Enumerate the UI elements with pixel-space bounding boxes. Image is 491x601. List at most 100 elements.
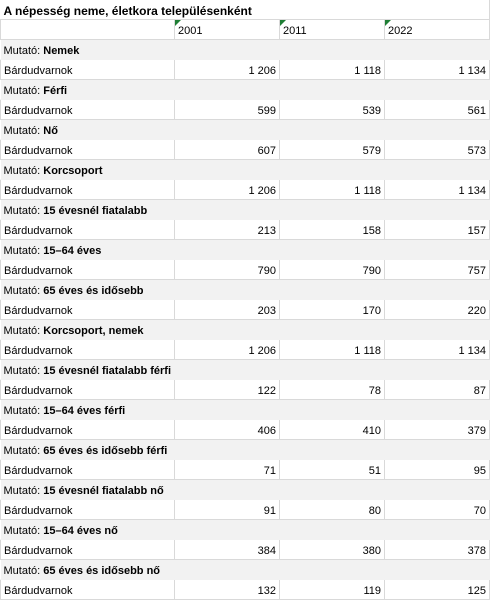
section-row: Mutató: Korcsoport <box>0 159 490 180</box>
section-label: Mutató: Nő <box>0 119 490 140</box>
data-row: Bárdudvarnok 384 380 378 <box>0 539 491 560</box>
data-row: Bárdudvarnok 91 80 70 <box>0 499 491 520</box>
section-row: Mutató: Nemek <box>0 39 490 60</box>
data-row: Bárdudvarnok 790 790 757 <box>0 259 491 280</box>
data-row: Bárdudvarnok 599 539 561 <box>0 99 491 120</box>
data-row: Bárdudvarnok 213 158 157 <box>0 219 491 240</box>
settlement-name: Bárdudvarnok <box>0 539 175 560</box>
data-row: Bárdudvarnok 1 206 1 118 1 134 <box>0 339 491 360</box>
settlement-name: Bárdudvarnok <box>0 579 175 600</box>
settlement-name: Bárdudvarnok <box>0 299 175 320</box>
section-label: Mutató: Korcsoport <box>0 159 490 180</box>
value-cell: 70 <box>383 499 491 520</box>
value-cell: 539 <box>279 99 385 120</box>
section-label: Mutató: 15–64 éves férfi <box>0 399 490 420</box>
section-prefix: Mutató: <box>3 445 41 457</box>
value-cell: 384 <box>174 539 280 560</box>
section-row: Mutató: 15 évesnél fiatalabb férfi <box>0 359 490 380</box>
settlement-name: Bárdudvarnok <box>0 379 175 400</box>
value-cell: 203 <box>174 299 280 320</box>
section-label: Mutató: Nemek <box>0 39 490 60</box>
section-row: Mutató: 15 évesnél fiatalabb <box>0 199 490 220</box>
value-cell: 119 <box>279 579 385 600</box>
data-row: Bárdudvarnok 203 170 220 <box>0 299 491 320</box>
settlement-name: Bárdudvarnok <box>0 99 175 120</box>
section-row: Mutató: Nő <box>0 119 490 140</box>
year-header: 2022 <box>383 19 491 40</box>
data-row: Bárdudvarnok 1 206 1 118 1 134 <box>0 59 491 80</box>
section-prefix: Mutató: <box>3 45 41 57</box>
section-prefix: Mutató: <box>3 525 41 537</box>
value-cell: 125 <box>383 579 491 600</box>
value-cell: 573 <box>383 139 491 160</box>
section-prefix: Mutató: <box>3 125 41 137</box>
data-row: Bárdudvarnok 607 579 573 <box>0 139 491 160</box>
text-number-indicator <box>175 20 181 26</box>
section-row: Mutató: 65 éves és idősebb férfi <box>0 439 490 460</box>
value-cell: 1 134 <box>383 59 491 80</box>
section-prefix: Mutató: <box>3 165 41 177</box>
data-row: Bárdudvarnok 71 51 95 <box>0 459 491 480</box>
section-row: Mutató: Korcsoport, nemek <box>0 319 490 340</box>
value-cell: 561 <box>383 99 491 120</box>
section-row: Mutató: 65 éves és idősebb <box>0 279 490 300</box>
section-indicator: 65 éves és idősebb férfi <box>43 445 168 457</box>
section-indicator: 15–64 éves nő <box>43 525 118 537</box>
header-cell <box>0 19 175 40</box>
settlement-name: Bárdudvarnok <box>0 179 175 200</box>
section-indicator: Férfi <box>43 85 68 97</box>
value-cell: 1 206 <box>174 59 280 80</box>
value-cell: 1 118 <box>279 339 385 360</box>
section-label: Mutató: 15–64 éves <box>0 239 490 260</box>
data-row: Bárdudvarnok 1 206 1 118 1 134 <box>0 179 491 200</box>
section-prefix: Mutató: <box>3 365 41 377</box>
value-cell: 607 <box>174 139 280 160</box>
value-cell: 80 <box>279 499 385 520</box>
section-indicator: 15 évesnél fiatalabb nő <box>43 485 164 497</box>
section-indicator: Korcsoport <box>43 165 103 177</box>
value-cell: 158 <box>279 219 385 240</box>
value-cell: 790 <box>279 259 385 280</box>
value-cell: 213 <box>174 219 280 240</box>
value-cell: 1 134 <box>383 179 491 200</box>
year-header: 2011 <box>279 19 385 40</box>
value-cell: 95 <box>383 459 491 480</box>
value-cell: 220 <box>383 299 491 320</box>
value-cell: 380 <box>279 539 385 560</box>
value-cell: 410 <box>279 419 385 440</box>
text-number-indicator <box>280 20 286 26</box>
value-cell: 91 <box>174 499 280 520</box>
value-cell: 71 <box>174 459 280 480</box>
value-cell: 122 <box>174 379 280 400</box>
value-cell: 1 118 <box>279 59 385 80</box>
section-label: Mutató: 65 éves és idősebb <box>0 279 490 300</box>
section-prefix: Mutató: <box>3 285 41 297</box>
section-label: Mutató: 15–64 éves nő <box>0 519 490 540</box>
data-row: Bárdudvarnok 122 78 87 <box>0 379 491 400</box>
section-indicator: 15 évesnél fiatalabb férfi <box>43 365 172 377</box>
section-row: Mutató: 65 éves és idősebb nő <box>0 559 490 580</box>
section-label: Mutató: 15 évesnél fiatalabb <box>0 199 490 220</box>
value-cell: 379 <box>383 419 491 440</box>
settlement-name: Bárdudvarnok <box>0 59 175 80</box>
settlement-name: Bárdudvarnok <box>0 419 175 440</box>
value-cell: 757 <box>383 259 491 280</box>
value-cell: 51 <box>279 459 385 480</box>
value-cell: 1 134 <box>383 339 491 360</box>
section-prefix: Mutató: <box>3 405 41 417</box>
section-row: Mutató: 15–64 éves nő <box>0 519 490 540</box>
section-label: Mutató: 65 éves és idősebb nő <box>0 559 490 580</box>
section-indicator: Nő <box>43 125 58 137</box>
data-row: Bárdudvarnok 406 410 379 <box>0 419 491 440</box>
section-label: Mutató: 15 évesnél fiatalabb nő <box>0 479 490 500</box>
header-row: 2001 2011 2022 <box>0 19 491 40</box>
value-cell: 378 <box>383 539 491 560</box>
value-cell: 157 <box>383 219 491 240</box>
text-number-indicator <box>385 20 391 26</box>
section-row: Mutató: 15–64 éves férfi <box>0 399 490 420</box>
section-prefix: Mutató: <box>3 245 41 257</box>
value-cell: 132 <box>174 579 280 600</box>
value-cell: 78 <box>279 379 385 400</box>
section-indicator: 65 éves és idősebb nő <box>43 565 161 577</box>
